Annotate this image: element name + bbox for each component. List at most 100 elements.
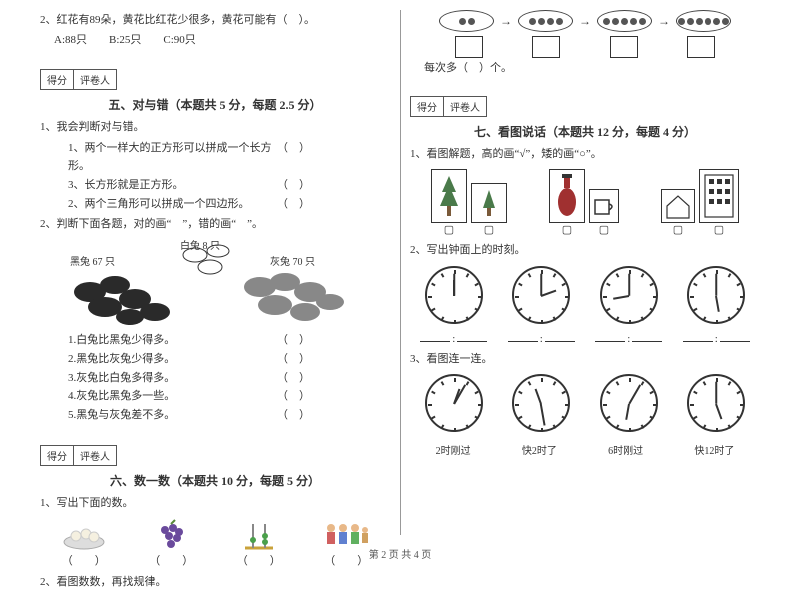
section-5-title: 五、对与错（本题共 5 分，每题 2.5 分）	[40, 96, 390, 113]
minute-hand	[541, 274, 543, 296]
clock-item	[687, 266, 745, 324]
clock-label: 2时刚过	[436, 442, 471, 457]
count-q1: 1、写出下面的数。	[40, 495, 390, 513]
count-q2: 2、看图数数，再找规律。	[40, 574, 390, 592]
plate	[518, 10, 573, 32]
clock-item	[425, 266, 483, 324]
time-blank	[420, 330, 450, 342]
grader-label: 评卷人	[74, 70, 116, 89]
q2-stem: 2、红花有89朵，黄花比红花少很多，黄花可能有（ ）。	[40, 12, 390, 30]
answer-box-small: ▢	[589, 223, 619, 236]
judge1-lead: 1、我会判断对与错。	[40, 119, 390, 137]
clock-item	[425, 374, 483, 432]
plate	[597, 10, 652, 32]
hour-hand	[535, 389, 542, 405]
judge-blank: （ ）	[277, 406, 310, 425]
clock-face	[512, 266, 570, 324]
section-6-title: 六、数一数（本题共 10 分，每题 5 分）	[40, 472, 390, 489]
time-blank	[683, 330, 713, 342]
judge-blank: （ ）	[277, 350, 310, 369]
minute-hand	[628, 385, 640, 405]
judge-blank: （ ）	[277, 369, 310, 388]
apple-caption: 每次多（ ）个。	[410, 60, 760, 78]
clock-item	[600, 266, 658, 324]
judge-blank: （ ）	[277, 176, 310, 195]
clock-label: 快12时了	[694, 442, 734, 457]
arrow-icon: →	[500, 14, 512, 29]
plate	[676, 10, 731, 32]
answer-box	[455, 36, 483, 58]
answer-box	[687, 36, 715, 58]
left-column: 2、红花有89朵，黄花比红花少很多，黄花可能有（ ）。 A:88只 B:25只 …	[30, 10, 400, 545]
grader-label: 评卷人	[444, 97, 486, 116]
clock-face	[687, 266, 745, 324]
answer-box-small: ▢	[549, 223, 585, 236]
judge2-item: 3.灰兔比白兔多得多。 （ ）	[40, 369, 390, 388]
judge2-item: 4.灰兔比黑兔多一些。（ ）	[40, 387, 390, 406]
hour-hand	[625, 404, 630, 420]
clock-item	[512, 374, 570, 432]
grader-label: 评卷人	[74, 446, 116, 465]
answer-box	[610, 36, 638, 58]
answer-box-small: ▢	[431, 223, 467, 236]
score-box-7: 得分 评卷人	[410, 96, 487, 117]
answer-box-small: ▢	[471, 223, 507, 236]
clock-labels-row: 2时刚过 快2时了 6时刚过 快12时了	[410, 438, 760, 457]
q7-3: 3、看图连一连。	[410, 351, 760, 369]
building-icon	[699, 169, 739, 223]
judge2-item: 2.黑兔比灰兔少得多。（ ）	[40, 350, 390, 369]
score-box-6: 得分 评卷人	[40, 445, 117, 466]
clock-face	[600, 374, 658, 432]
judge-blank: （ ）	[277, 387, 310, 406]
judge2-item: 5.黑兔与灰兔差不多。（ ）	[40, 406, 390, 425]
time-blank	[508, 330, 538, 342]
judge1-text: 2、两个三角形可以拼成一个四边形。	[68, 195, 250, 214]
clock-item	[687, 374, 745, 432]
clock-item	[600, 374, 658, 432]
hour-hand	[715, 404, 722, 420]
flask-icon	[549, 169, 585, 223]
clock-row-q3	[410, 374, 760, 432]
short-tree-icon	[471, 183, 507, 223]
page-footer: 第 2 页 共 4 页	[0, 546, 800, 561]
judge-blank: （ ）	[277, 195, 310, 214]
apple-sequence: → → →	[410, 10, 760, 32]
judge2-text: 3.灰兔比白兔多得多。	[68, 369, 175, 388]
compare-row: ▢ ▢ ▢ ▢ ▢ ▢	[410, 169, 760, 236]
right-column: → → → 每次多（ ）个。 得分 评卷人 七、看图说话（本题共 12 分，每题…	[400, 10, 770, 545]
judge-blank: （ ）	[277, 331, 310, 350]
hour-hand	[715, 296, 720, 312]
minute-hand	[541, 404, 546, 426]
score-label: 得分	[411, 97, 444, 116]
judge1-item: 2、两个三角形可以拼成一个四边形。 （ ）	[40, 195, 390, 214]
clock-face	[425, 374, 483, 432]
q7-1: 1、看图解题，高的画“√”，矮的画“○”。	[410, 146, 760, 164]
arrow-icon: →	[579, 14, 591, 29]
worksheet-page: 2、红花有89朵，黄花比红花少很多，黄花可能有（ ）。 A:88只 B:25只 …	[0, 0, 800, 565]
time-blank	[632, 330, 662, 342]
judge2-lead: 2、判断下面各题，对的画“ ”，错的画“ ”。	[40, 216, 390, 234]
time-blanks-row: : : : :	[410, 330, 760, 345]
score-label: 得分	[41, 70, 74, 89]
small-house-icon	[661, 189, 695, 223]
q7-2: 2、写出钟面上的时刻。	[410, 242, 760, 260]
judge1-text: 3、长方形就是正方形。	[68, 176, 184, 195]
time-blank	[545, 330, 575, 342]
clock-label: 6时刚过	[608, 442, 643, 457]
minute-hand	[716, 274, 718, 296]
score-label: 得分	[41, 446, 74, 465]
answer-box-small: ▢	[661, 223, 695, 236]
hour-hand	[613, 295, 629, 300]
time-blank	[720, 330, 750, 342]
judge1-item: 1、两个一样大的正方形可以拼成一个长方形。（ ）	[40, 139, 390, 176]
pair-flask-cup: ▢ ▢	[549, 169, 619, 236]
hour-hand	[541, 289, 557, 296]
minute-hand	[453, 385, 465, 405]
judge2-item: 1.白兔比黑兔少得多。 （ ）	[40, 331, 390, 350]
apple-answer-boxes	[410, 36, 760, 58]
judge2-text: 1.白兔比黑兔少得多。	[68, 331, 175, 350]
answer-box	[532, 36, 560, 58]
minute-hand	[716, 382, 718, 404]
rabbit-illustration: 白兔 8 只 黑兔 67 只 灰兔 70 只	[60, 237, 390, 327]
time-blank	[595, 330, 625, 342]
